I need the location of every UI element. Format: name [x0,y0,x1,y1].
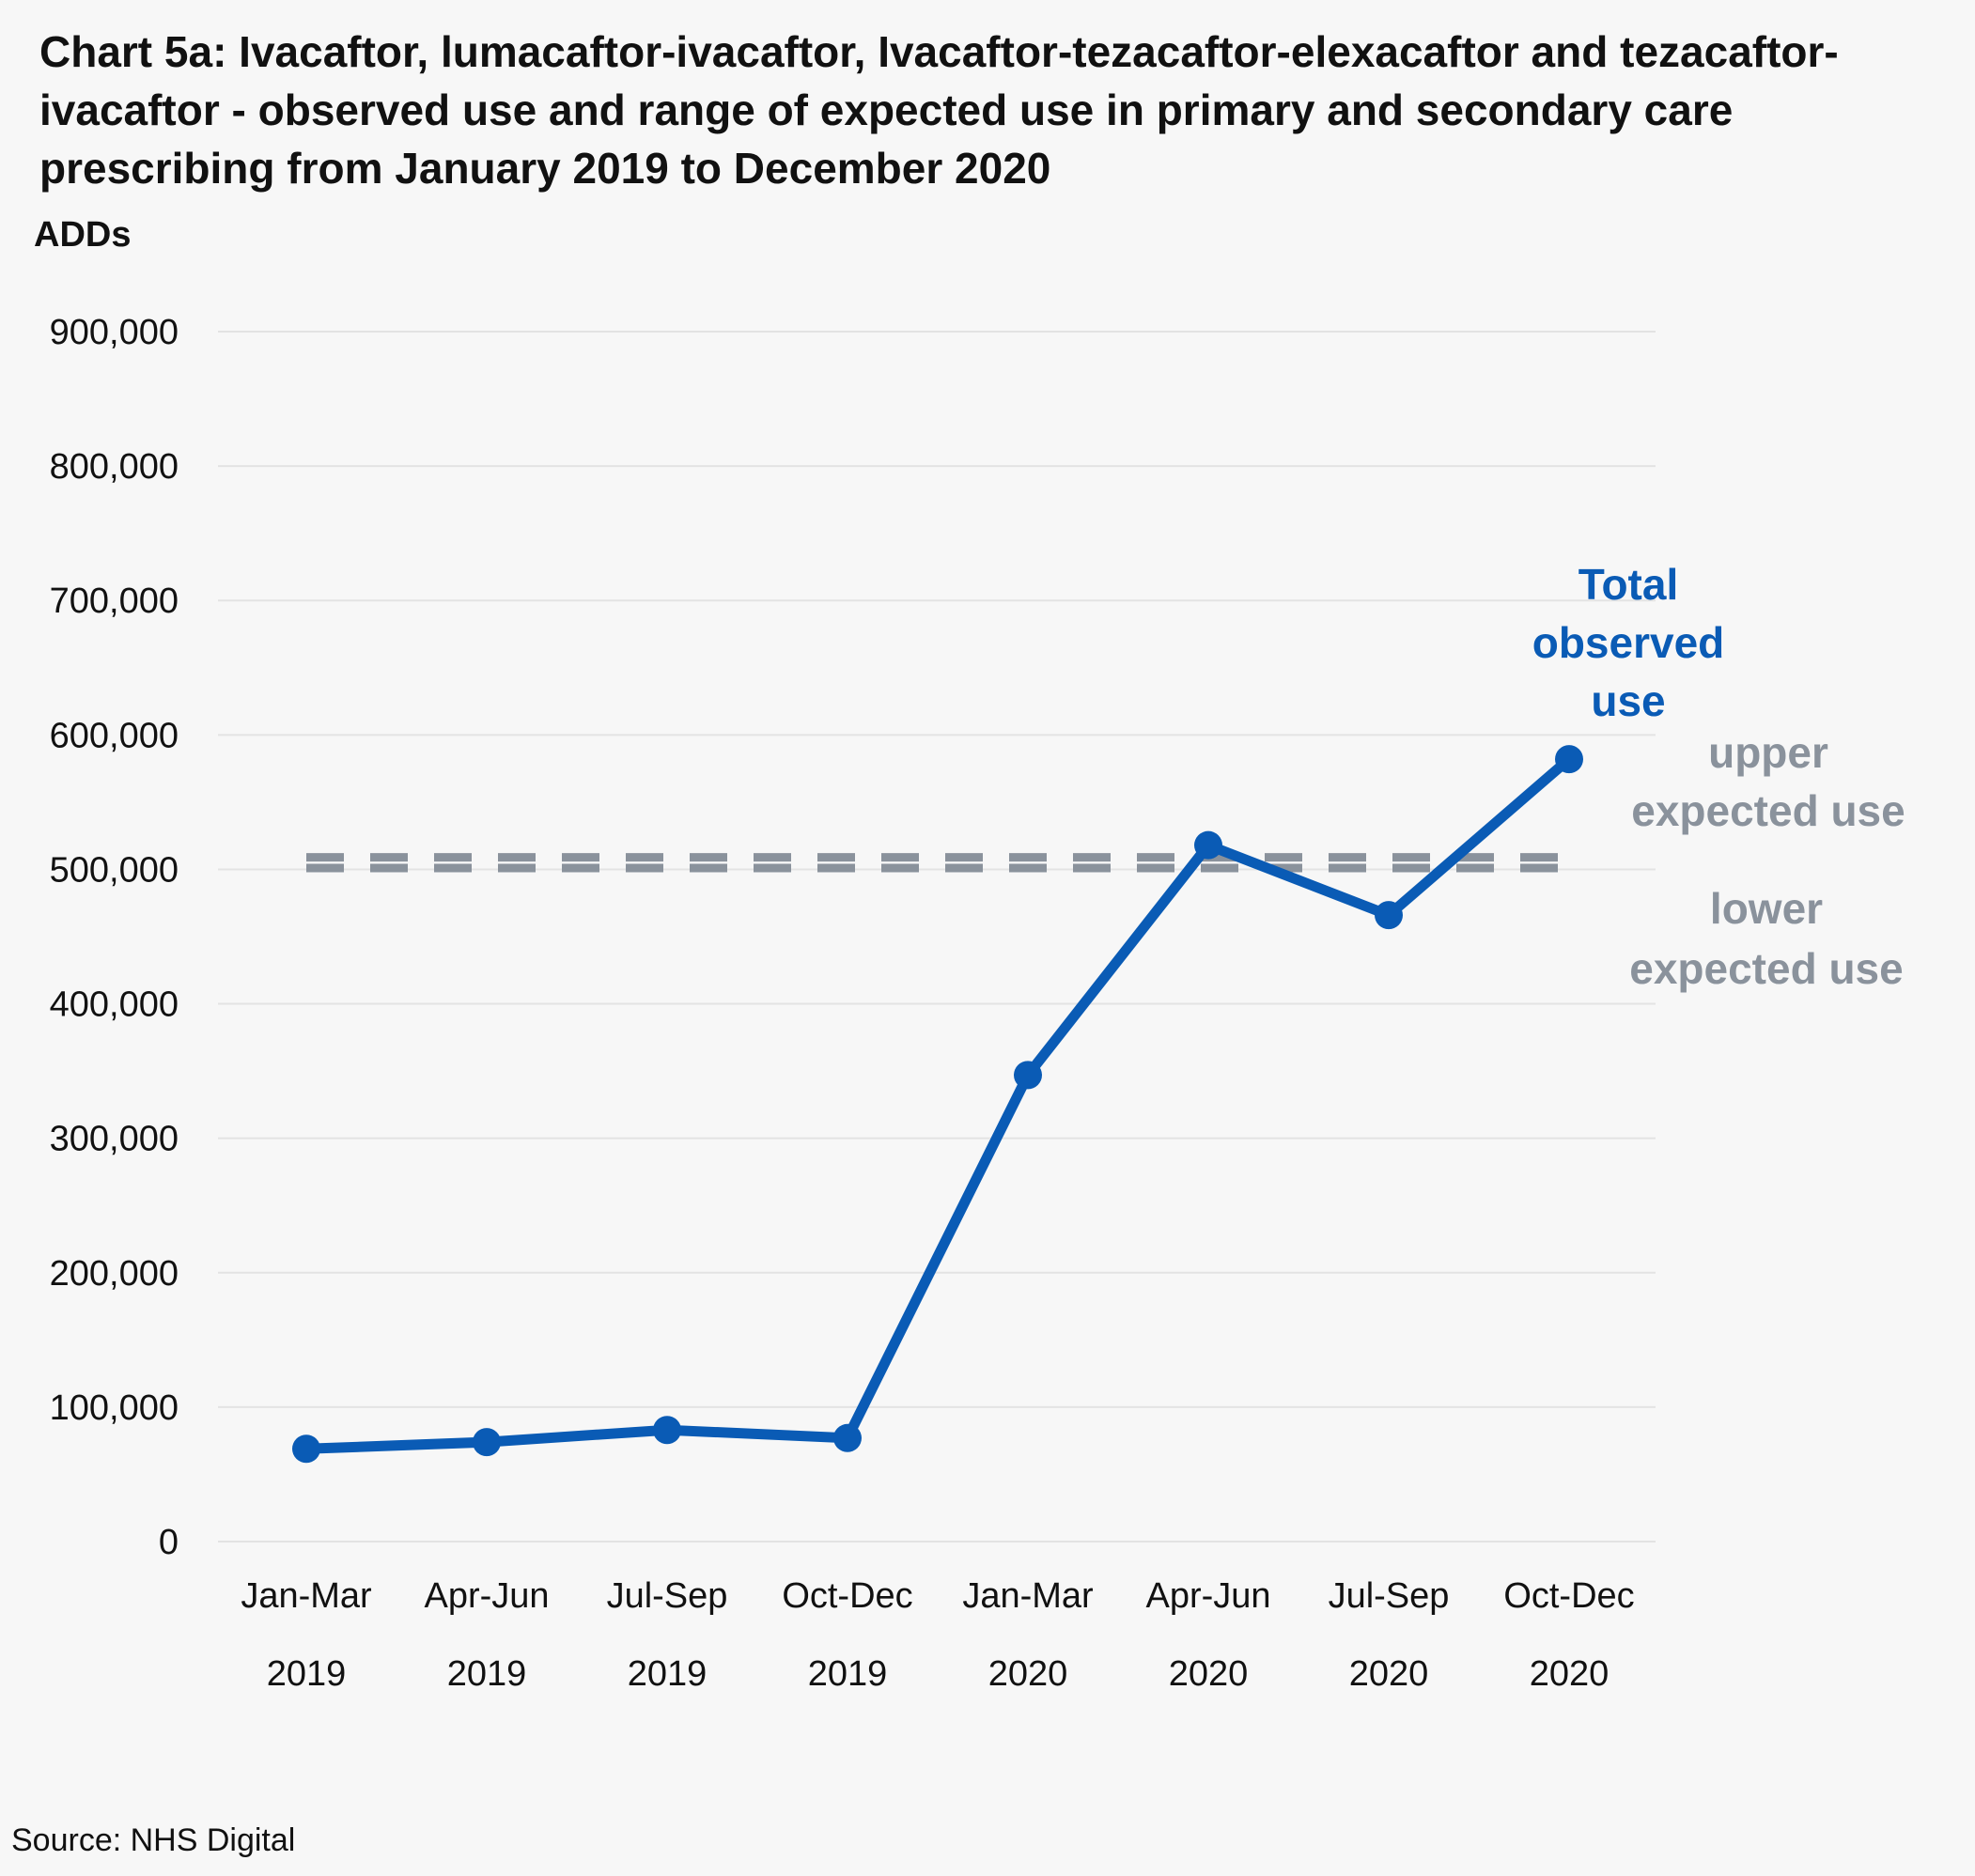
chart-title: Chart 5a: Ivacaftor, lumacaftor-ivacafto… [39,27,1839,193]
data-point [473,1428,501,1457]
data-point [833,1423,862,1452]
x-tick-year: 2019 [628,1654,708,1694]
source-note: Source: NHS Digital [11,1822,296,1858]
x-tick-year: 2019 [808,1654,888,1694]
x-tick-label: Apr-Jun [1145,1576,1270,1616]
y-tick-label: 400,000 [50,985,179,1025]
data-point [1555,745,1583,774]
x-tick-year: 2019 [267,1654,347,1694]
x-tick-year: 2019 [447,1654,527,1694]
x-tick-label: Jan-Mar [962,1576,1094,1616]
x-tick-year: 2020 [988,1654,1068,1694]
gridlines [218,331,1656,1543]
x-tick-label: Apr-Jun [424,1576,549,1616]
lower-expected-label: lower expected use [1629,884,1903,993]
observed-series-label: Total observed use [1532,560,1725,725]
y-tick-label: 100,000 [50,1388,179,1428]
x-tick-label: Jul-Sep [1329,1576,1450,1616]
y-tick-label: 800,000 [50,447,179,487]
y-axis-ticks: 0 100,000 200,000 300,000 400,000 500,000 600,… [50,313,179,1562]
x-tick-label: Oct-Dec [1503,1576,1634,1616]
y-tick-label: 0 [159,1523,179,1562]
x-tick-year: 2020 [1169,1654,1249,1694]
series-line-observed [305,754,1573,1454]
x-tick-label: Jan-Mar [241,1576,372,1616]
y-axis-label: ADDs [34,215,131,255]
y-tick-label: 300,000 [50,1120,179,1159]
data-point [1194,830,1222,860]
x-tick-label: Jul-Sep [607,1576,728,1616]
upper-expected-label: upper expected use [1631,728,1905,835]
data-point [1375,901,1403,930]
y-tick-label: 600,000 [50,716,179,755]
data-point [1014,1061,1042,1090]
y-tick-label: 200,000 [50,1254,179,1294]
y-tick-label: 700,000 [50,581,179,621]
x-tick-year: 2020 [1349,1654,1429,1694]
data-point [653,1416,681,1445]
series [292,745,1583,1464]
x-tick-year: 2020 [1530,1654,1610,1694]
y-tick-label: 900,000 [50,313,179,352]
x-axis-ticks: Jan-Mar 2019 Apr-Jun 2019 Jul-Sep 2019 Oct-Dec… [241,1576,1634,1694]
data-point [292,1434,320,1464]
x-tick-label: Oct-Dec [782,1576,912,1616]
y-tick-label: 500,000 [50,850,179,890]
